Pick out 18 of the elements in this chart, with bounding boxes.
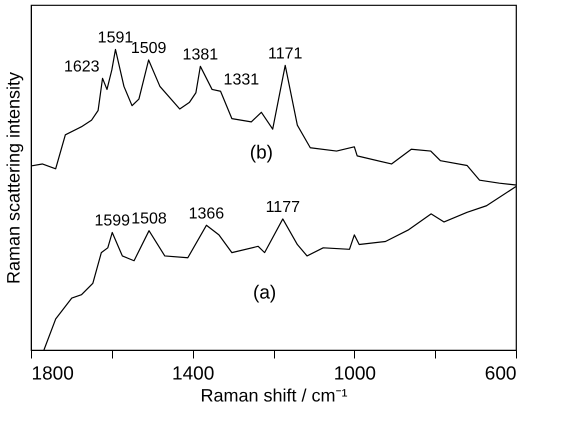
- x-axis-title: Raman shift / cm⁻¹: [200, 386, 348, 406]
- annotation: 1623: [64, 58, 100, 76]
- annotation: 1591: [98, 29, 134, 46]
- annotation: 1177: [266, 198, 300, 216]
- annotation: 1381: [182, 46, 218, 64]
- annotation: 1331: [224, 71, 260, 88]
- x-tick-label: 1400: [172, 364, 214, 384]
- x-tick-label: 1800: [32, 364, 74, 384]
- series-label: (a): [252, 282, 276, 304]
- y-axis-title: Raman scattering intensity: [4, 72, 24, 284]
- x-tick-label: 1000: [334, 364, 376, 384]
- annotation: 1599: [94, 212, 130, 230]
- annotation: 1171: [268, 45, 303, 62]
- annotation: 1366: [188, 205, 224, 222]
- series-label: (b): [250, 142, 273, 164]
- annotation: 1508: [131, 210, 167, 228]
- annotation: 1509: [130, 40, 167, 57]
- x-tick-label: 600: [484, 364, 516, 384]
